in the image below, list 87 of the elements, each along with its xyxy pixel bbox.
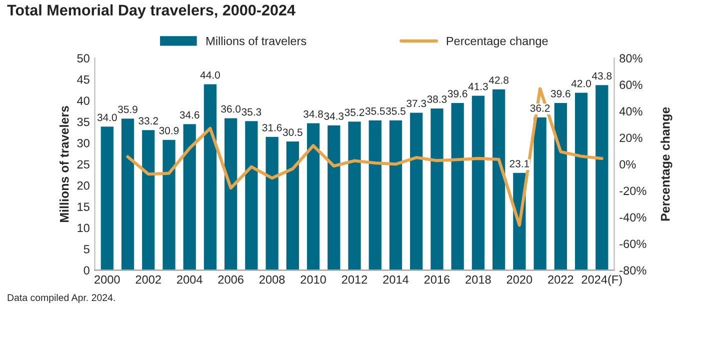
bar [306, 122, 321, 270]
data-label: 35.2 [344, 108, 364, 116]
legend-label: Percentage change [446, 36, 548, 48]
data-label: 35.5 [386, 107, 406, 115]
text: Data compiled Apr. 2024. [8, 294, 115, 303]
y-tick-label: 0 [84, 266, 90, 275]
data-label: 39.6 [448, 90, 468, 98]
bar [326, 124, 342, 270]
y-tick-label: 35 [77, 118, 90, 126]
y2-tick-label: 60% [620, 80, 642, 90]
y2-tick-label: -80% [620, 266, 646, 275]
bar [408, 111, 424, 270]
data-label: 44.0 [200, 71, 220, 79]
data-label: 34.8 [304, 110, 323, 118]
data-label: 34.6 [180, 111, 200, 119]
x-tick-label: 2006 [218, 275, 244, 284]
data-label: 38.3 [427, 96, 447, 103]
bar [140, 128, 156, 270]
bar [574, 91, 589, 270]
bar [429, 107, 445, 270]
data-label: 34.0 [97, 114, 117, 122]
y-tick-label: 5 [84, 245, 90, 254]
bar [161, 138, 177, 270]
data-label: 35.3 [242, 108, 262, 116]
x-tick-label: 2016 [424, 275, 450, 284]
data-label: 34.3 [324, 112, 344, 120]
bar [388, 118, 404, 270]
x-tick-label: 2000 [94, 275, 120, 284]
bar [367, 118, 383, 270]
data-label: 23.1 [510, 160, 530, 168]
data-label: 36.2 [530, 104, 550, 112]
bar [182, 122, 198, 270]
x-tick-label: 2008 [260, 275, 285, 284]
bar [244, 120, 260, 270]
x-tick-label: 2018 [466, 275, 491, 284]
data-label: 30.9 [159, 126, 179, 134]
data-label: 36.0 [221, 105, 241, 113]
data-label: 41.3 [468, 82, 488, 90]
data-label: 35.5 [365, 107, 385, 115]
x-tick-label: 2004 [177, 275, 202, 284]
x-tick-label: 2020 [506, 275, 532, 284]
y2-tick-label: -40% [620, 213, 646, 222]
data-label: 30.5 [282, 128, 302, 136]
x-tick-label: 2024(F) [582, 275, 622, 286]
y2-tick-label: 80% [620, 54, 642, 63]
y2-tick-label: 20% [620, 134, 642, 142]
y2-axis-title: Percentage change [660, 107, 672, 221]
data-label: 33.2 [138, 117, 158, 125]
y2-tick-label: 40% [619, 107, 642, 116]
x-tick-label: 2022 [548, 275, 574, 284]
y-axis-title: Millions of travelers [60, 106, 69, 222]
y-tick-label: 50 [77, 54, 90, 63]
x-tick-label: 2014 [383, 275, 409, 284]
y-tick-label: 30 [77, 138, 90, 148]
data-label: 37.3 [406, 100, 426, 108]
bar [470, 94, 486, 270]
y2-tick-label: -20% [620, 186, 646, 196]
bar [594, 84, 610, 270]
bar [552, 102, 568, 270]
legend-label: Millions of travelers [206, 36, 306, 46]
data-label: 43.8 [592, 72, 612, 80]
data-label: 42.8 [488, 76, 508, 84]
y2-tick-label: -60% [620, 240, 646, 248]
bar [450, 102, 466, 270]
y-tick-label: 10 [78, 224, 90, 232]
bar [99, 125, 115, 270]
bar [120, 117, 136, 270]
x-tick-label: 2010 [300, 275, 326, 284]
y-tick-label: 40 [77, 96, 90, 105]
y-tick-label: 15 [78, 202, 90, 211]
bar [264, 135, 280, 270]
y-tick-label: 45 [77, 76, 90, 84]
bar [284, 140, 300, 270]
x-tick-label: 2012 [342, 275, 368, 284]
y-tick-label: 20 [77, 181, 90, 190]
data-label: 35.9 [118, 106, 138, 114]
bar [491, 88, 507, 270]
y2-tick-label: 0% [620, 160, 636, 169]
data-label: 39.6 [550, 90, 570, 98]
bar [346, 120, 362, 270]
x-tick-label: 2002 [136, 275, 161, 284]
y-tick-label: 25 [77, 160, 90, 169]
bar [223, 116, 239, 270]
data-label: 42.0 [571, 80, 591, 88]
chart-title: Total Memorial Day travelers, 2000-2024 [7, 4, 296, 19]
bar [202, 82, 218, 270]
data-label: 31.6 [262, 124, 282, 132]
